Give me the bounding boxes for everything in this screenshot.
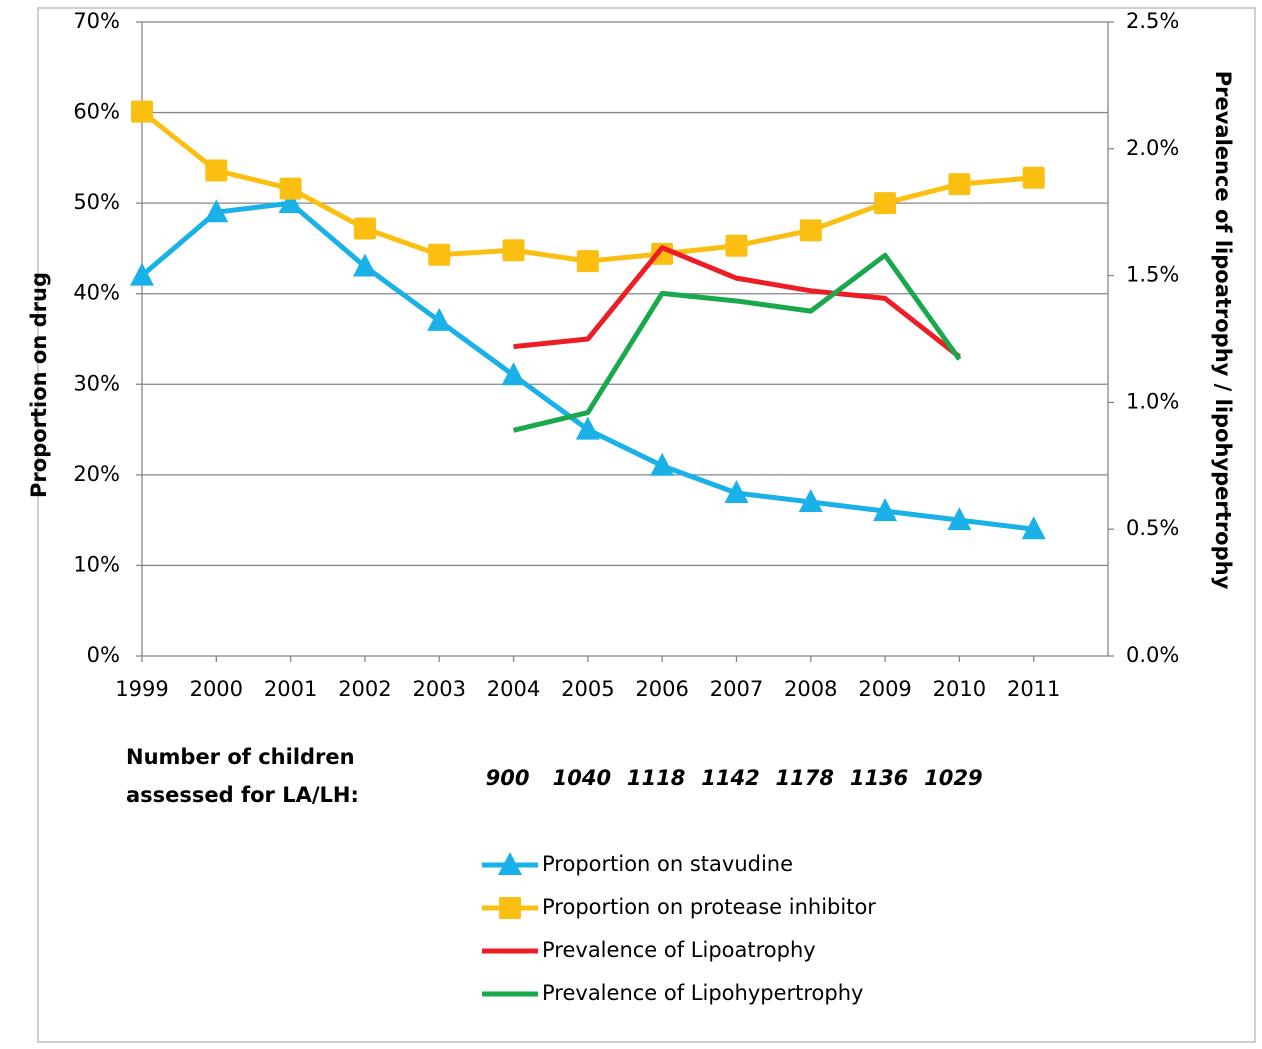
marker — [352, 253, 377, 277]
x-tick-label: 2000 — [190, 677, 243, 701]
marker — [1022, 166, 1045, 189]
x-tick-label: 2007 — [710, 677, 763, 701]
x-tick-label: 2009 — [858, 677, 911, 701]
y-axis-label: Proportion on drug — [27, 272, 51, 498]
marker — [501, 362, 526, 386]
marker — [799, 219, 822, 242]
marker — [279, 177, 302, 200]
marker — [427, 307, 452, 331]
x-tick-label: 2010 — [933, 677, 986, 701]
marker — [576, 250, 599, 273]
marker — [725, 234, 748, 257]
marker — [948, 173, 971, 196]
marker — [1021, 516, 1046, 540]
y2-tick-label: 2.5% — [1126, 9, 1179, 33]
marker — [204, 199, 229, 223]
marker — [873, 498, 898, 522]
count-value: 1142 — [701, 766, 759, 790]
series-line — [513, 245, 961, 359]
y2-tick-label: 1.0% — [1126, 389, 1179, 413]
x-tick-label: 1999 — [115, 677, 168, 701]
x-tick-label: 2004 — [487, 677, 540, 701]
legend-label: Proportion on protease inhibitor — [542, 895, 876, 919]
y-tick-label: 50% — [73, 190, 120, 214]
y-tick-label: 20% — [73, 462, 120, 486]
y2-axis-label: Prevalence of lipoatrophy / lipohypertro… — [1211, 71, 1235, 590]
count-value: 1040 — [553, 766, 611, 790]
x-tick-label: 2008 — [784, 677, 837, 701]
marker — [428, 243, 451, 266]
count-value: 1178 — [776, 766, 834, 790]
marker — [205, 159, 228, 182]
count-label: Number of children — [126, 745, 355, 769]
y2-tick-label: 1.5% — [1126, 263, 1179, 287]
legend-label: Prevalence of Lipohypertrophy — [542, 981, 863, 1005]
y2-tick-label: 0.5% — [1126, 516, 1179, 540]
count-label: assessed for LA/LH: — [126, 783, 359, 807]
marker — [278, 190, 303, 214]
count-value: 1118 — [627, 766, 685, 790]
x-tick-label: 2006 — [635, 677, 688, 701]
marker — [353, 217, 376, 240]
legend-label: Prevalence of Lipoatrophy — [542, 938, 816, 962]
marker — [798, 489, 823, 513]
marker — [130, 262, 154, 286]
marker — [947, 507, 972, 531]
y-tick-label: 30% — [73, 371, 120, 395]
marker — [575, 416, 600, 440]
marker — [502, 239, 525, 262]
x-tick-label: 2002 — [338, 677, 391, 701]
y2-tick-label: 2.0% — [1126, 136, 1179, 160]
y-tick-label: 0% — [87, 643, 120, 667]
x-tick-label: 2011 — [1007, 677, 1060, 701]
y-tick-label: 70% — [73, 9, 120, 33]
y-tick-label: 60% — [73, 100, 120, 124]
marker — [724, 479, 749, 503]
marker — [131, 100, 153, 123]
y2-tick-label: 0.0% — [1126, 643, 1179, 667]
x-tick-label: 2005 — [561, 677, 614, 701]
series-line — [512, 252, 962, 433]
y-tick-label: 10% — [73, 552, 120, 576]
marker — [650, 452, 675, 476]
marker — [874, 192, 897, 215]
legend-label: Proportion on stavudine — [542, 852, 793, 876]
marker — [499, 897, 521, 919]
x-tick-label: 2003 — [413, 677, 466, 701]
count-value: 1136 — [850, 766, 908, 790]
count-value: 900 — [486, 766, 530, 790]
marker — [498, 852, 522, 875]
x-tick-label: 2001 — [264, 677, 317, 701]
chart-frame — [37, 7, 1256, 1043]
count-value: 1029 — [924, 766, 982, 790]
y-tick-label: 40% — [73, 281, 120, 305]
series-line — [140, 109, 1034, 264]
